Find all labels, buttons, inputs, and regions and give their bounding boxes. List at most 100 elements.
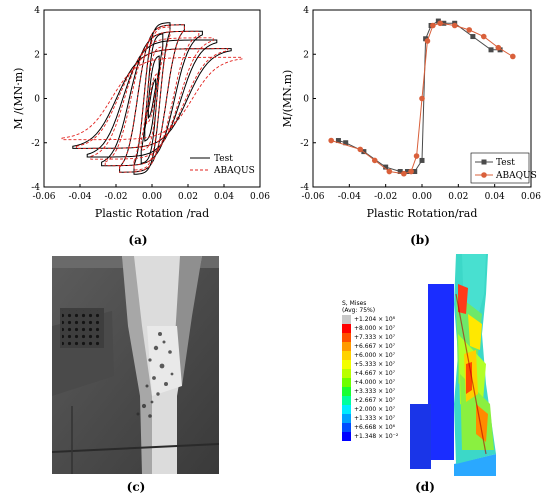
caption-d: (d): [415, 480, 435, 494]
caption-b: (b): [410, 233, 430, 247]
chart-a-abaqus-loop: [146, 72, 158, 125]
chart-a-x-tick-label: 0.06: [250, 192, 270, 202]
chart-b-abaqus-point: [401, 170, 407, 177]
chart-a-y-tick-label: 4: [34, 6, 40, 16]
chart-b-abaqus-point: [495, 44, 502, 51]
fea-legend-label: +8.000 × 10⁷: [354, 325, 396, 332]
fea-legend-label: +1.333 × 10⁷: [354, 415, 396, 422]
fea-legend-label: +2.000 × 10⁷: [354, 406, 396, 413]
chart-b-legend-label: ABAQUS: [495, 171, 537, 181]
chart-a-legend-label: Test: [214, 154, 233, 164]
fea-legend-row: +8.000 × 10⁷: [342, 324, 438, 333]
chart-b-abaqus-point: [408, 168, 414, 175]
chart-b-legend-marker: [481, 172, 487, 178]
fea-legend-swatch: [342, 423, 351, 432]
chart-b-abaqus-point: [510, 53, 516, 60]
chart-b-abaqus-point: [437, 20, 443, 27]
chart-b-test-point: [470, 34, 476, 40]
fea-legend-swatch: [342, 342, 351, 351]
specimen-photo: [52, 256, 219, 474]
chart-b-test-point: [397, 169, 403, 175]
chart-a-test-loop: [140, 33, 164, 164]
chart-b-x-tick-label: -0.02: [374, 192, 397, 202]
fea-legend-swatch: [342, 378, 351, 387]
chart-b-test-point: [412, 169, 418, 175]
chart-a-legend-label: ABAQUS: [213, 166, 255, 176]
fea-legend-label: +1.204 × 10⁸: [354, 316, 396, 323]
specimen-photo-drawing: [52, 256, 219, 474]
chart-a-test-loop: [86, 39, 218, 158]
chart-b-x-tick-label: 0.06: [521, 192, 541, 202]
chart-b-test-point: [435, 18, 441, 24]
chart-b-x-tick-label: 0.02: [448, 192, 468, 202]
chart-b-test-point: [419, 157, 425, 163]
fea-legend-swatch: [342, 369, 351, 378]
fea-legend-swatch: [342, 396, 351, 405]
fea-legend-label: +2.667 × 10⁷: [354, 397, 396, 404]
chart-b-test-point: [335, 138, 341, 144]
chart-b-test-point: [497, 47, 503, 53]
chart-b-abaqus-point: [419, 95, 425, 102]
chart-b-test-point: [343, 140, 349, 146]
chart-b-x-tick-label: -0.06: [301, 192, 324, 202]
chart-b-y-tick-label: -4: [300, 183, 309, 193]
chart-a: -0.06 -0.04 -0.02 0.00 0.02 0.04 0.06 -4 -2 0 2 4 Pl…: [0, 0, 275, 250]
chart-b-abaqus-point: [451, 22, 458, 29]
fea-legend-swatch: [342, 405, 351, 414]
chart-b-abaqus-line: [331, 22, 514, 175]
fea-legend-label: +4.000 × 10⁷: [354, 379, 396, 386]
chart-b-legend-label: Test: [496, 158, 515, 168]
fea-legend-row: +1.204 × 10⁸: [342, 315, 438, 324]
fea-legend-title: S, Mises: [342, 300, 367, 307]
fea-legend-label: +6.668 × 10⁶: [354, 424, 396, 431]
chart-a-test-loop: [147, 77, 157, 120]
chart-a-svg: -0.06 -0.04 -0.02 0.00 0.02 0.04 0.06 -4 -2 0 2 4 Pl…: [12, 6, 270, 220]
fea-legend-row: +1.333 × 10⁷: [342, 414, 438, 423]
fea-legend-swatch: [342, 387, 351, 396]
fea-legend-row: +3.333 × 10⁷: [342, 387, 438, 396]
chart-b-abaqus-point: [424, 38, 431, 44]
chart-b-abaqus-point: [466, 27, 473, 33]
chart-a-y-tick-label: 2: [34, 50, 40, 60]
fea-legend-label: +6.667 × 10⁷: [354, 343, 396, 350]
fea-legend-label: +4.667 × 10⁷: [354, 370, 396, 377]
chart-b: -0.06 -0.04 -0.02 0.00 0.02 0.04 0.06 -4 -2 0 2 4 Pl…: [275, 0, 550, 250]
fea-legend-label: +3.333 × 10⁷: [354, 388, 396, 395]
fea-legend-row: +6.668 × 10⁶: [342, 423, 438, 432]
fea-legend-swatch: [342, 351, 351, 360]
chart-a-abaqus-loop: [119, 24, 185, 173]
chart-b-abaqus-point: [413, 153, 420, 159]
chart-b-test-point: [404, 169, 410, 175]
chart-b-y-axis-label: M/(MN.m): [281, 70, 294, 128]
chart-b-abaqus-point: [371, 157, 378, 164]
fea-legend-subtitle: (Avg: 75%): [342, 307, 376, 314]
chart-b-y-tick-label: -2: [300, 139, 309, 149]
chart-b-x-tick-label: 0.00: [412, 192, 432, 202]
fea-legend-swatch: [342, 414, 351, 423]
fea-legend-swatch: [342, 315, 351, 324]
chart-b-test-point: [423, 36, 429, 42]
caption-c: (c): [126, 480, 146, 494]
fea-legend: S, Mises (Avg: 75%) +1.204 × 10⁸ +8.000 ×…: [342, 300, 438, 460]
chart-a-x-tick-label: -0.04: [68, 192, 91, 202]
fea-legend-row: +2.667 × 10⁷: [342, 396, 438, 405]
caption-a: (a): [128, 233, 148, 247]
chart-b-y-tick-label: 2: [303, 50, 309, 60]
chart-b-abaqus-point: [430, 22, 436, 29]
fea-legend-swatch: [342, 333, 351, 342]
chart-a-abaqus-loop: [104, 30, 200, 167]
chart-b-abaqus-point: [480, 33, 487, 40]
fea-legend-swatch: [342, 432, 351, 441]
chart-a-x-axis-label: Plastic Rotation /rad: [95, 207, 209, 220]
fea-legend-row: +4.667 × 10⁷: [342, 369, 438, 378]
fea-legend-row: +7.333 × 10⁷: [342, 333, 438, 342]
chart-b-svg: -0.06 -0.04 -0.02 0.00 0.02 0.04 0.06 -4 -2 0 2 4 Pl…: [281, 6, 541, 220]
chart-b-test-point: [383, 164, 389, 170]
fea-legend-label: +6.000 × 10⁷: [354, 352, 396, 359]
chart-a-abaqus-loop: [61, 56, 243, 141]
fea-legend-row: +1.348 × 10⁻²: [342, 432, 438, 441]
chart-b-abaqus-point: [357, 146, 364, 153]
chart-a-abaqus-loop: [90, 37, 214, 160]
chart-a-y-tick-label: -2: [31, 139, 40, 149]
chart-a-y-tick-label: 0: [34, 95, 40, 105]
